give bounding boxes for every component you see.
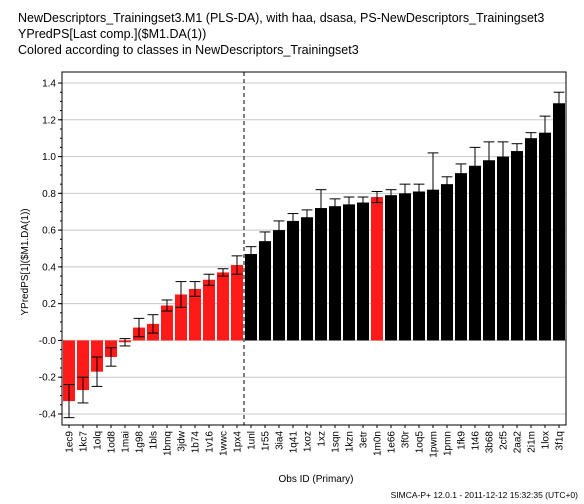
bar-1olq [90,340,104,372]
y-tick-label: 0.8 [42,189,56,200]
x-tick-label: 1kc7 [79,431,90,453]
bar-1pmn [440,184,454,341]
bar-2aa2 [510,151,524,341]
x-tick-label: 1q41 [289,431,300,454]
x-tick-label: 2aa2 [513,431,524,454]
x-tick-label: 1xz [317,431,328,447]
x-tick-label: 3f1q [555,431,566,450]
bar-1px4 [230,265,244,341]
x-tick-label: 3jdw [177,430,188,451]
bar-3b68 [482,160,496,341]
x-tick-label: 1ec9 [65,431,76,453]
x-tick-label: 3etr [359,430,370,448]
x-tick-label: 1r55 [261,431,272,451]
bar-1oq5 [412,191,426,341]
y-tick-label: 1.2 [42,115,56,126]
bar-1q41 [286,220,300,341]
bar-1b74 [188,288,202,341]
y-tick-label: -0.2 [39,373,57,384]
x-tick-label: 3ia4 [275,431,286,450]
bar-1m0n [370,197,384,341]
bar-3f0r [398,193,412,341]
x-tick-label: 1m0n [373,431,384,456]
axes [58,71,567,428]
x-tick-label: 1bmq [163,431,174,456]
bars [62,103,566,402]
x-tick-label: 1od8 [107,431,118,454]
plot-frame [61,71,567,426]
x-tick-label: 1wwc [219,431,230,456]
x-tick-label: 1v16 [205,431,216,453]
x-tick-label: 1oq5 [415,431,426,454]
y-tick-label: 1.0 [42,152,56,163]
software-footer: SIMCA-P+ 12.0.1 - 2011-12-12 15:32:35 (U… [390,490,578,500]
x-tick-label: 3b68 [485,431,496,454]
y-axis-title: YPredPS[1]($M1.DA(1)) [20,208,31,315]
x-tick-label: 1b74 [191,431,202,454]
bar-3jdw [174,294,188,341]
x-tick-label: 1e66 [387,431,398,454]
bar-1fk9 [454,173,468,341]
bar-1v16 [202,279,216,341]
x-tick-label: 1bls [149,431,160,449]
bar-1xoz [300,217,314,341]
chart-title-line-2: YPredPS[Last comp.]($M1.DA(1)) [18,27,207,41]
x-tick-label: 1t46 [471,431,482,451]
bar-3etr [356,202,370,341]
bar-1wwc [216,272,230,341]
bar-1sqn [328,206,342,341]
y-tick-label: 1.4 [42,79,56,90]
chart-title: NewDescriptors_Trainingset3.M1 (PLS-DA),… [18,10,544,58]
bar-1pwm [426,189,440,341]
x-tick-label: 1mai [121,431,132,453]
x-tick-label: 1pwm [429,431,440,458]
y-tick-label: -0.0 [39,336,57,347]
x-axis-title: Obs ID (Primary) [279,474,354,485]
x-tick-label: 3f0r [401,430,412,448]
x-tick-label: 1unl [247,431,258,450]
y-tick-label: 0.6 [42,226,56,237]
bar-1ec9 [62,340,76,402]
x-tick-label: 1kzn [345,431,356,452]
chart-title-line-3: Colored according to classes in NewDescr… [18,43,359,57]
x-tick-label: 2cf5 [499,431,510,450]
bar-3ia4 [272,230,286,341]
bar-1xz [314,208,328,341]
x-tick-label: 1lox [541,431,552,449]
y-tick-label: 0.4 [42,262,56,273]
bar-1e66 [384,195,398,341]
x-tick-label: 1g98 [135,431,146,454]
x-tick-labels: 1ec9 1kc7 1olq 1od8 1mai 1g98 1bls 1bmq 3jdw 1b74… [65,430,566,457]
bar-1lox [538,132,552,341]
x-tick-label: 1xoz [303,431,314,452]
x-tick-label: 1fk9 [457,431,468,450]
x-tick-label: 2i1m [527,431,538,453]
grid-lines [62,82,566,415]
bar-1bmq [160,305,174,341]
y-tick-labels: -0.4 -0.2 -0.0 0.2 0.4 0.6 0.8 1.0 1.2 1.4 [39,79,57,421]
bar-3f1q [552,103,566,341]
y-tick-label: 0.2 [42,299,56,310]
bar-1t46 [468,165,482,341]
bar-2cf5 [496,156,510,341]
bar-1r55 [258,241,272,341]
error-bars [63,91,565,419]
bar-1kzn [342,204,356,341]
y-tick-label: -0.4 [39,409,57,420]
chart-title-line-1: NewDescriptors_Trainingset3.M1 (PLS-DA),… [18,11,545,25]
x-tick-label: 1sqn [331,431,342,453]
bar-2i1m [524,138,538,341]
bar-1unl [244,254,258,341]
x-tick-label: 1olq [93,431,104,450]
x-tick-label: 1pmn [443,431,454,456]
x-tick-label: 1px4 [233,431,244,453]
